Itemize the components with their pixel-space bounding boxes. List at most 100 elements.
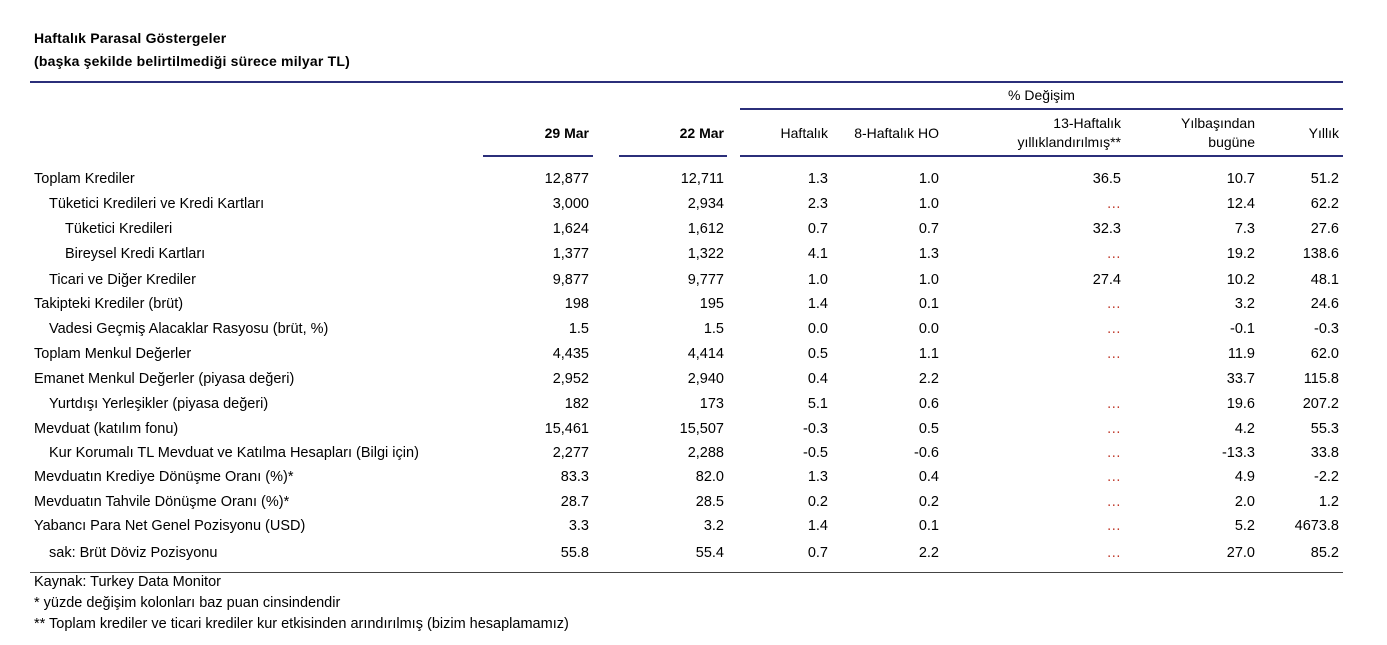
table-row: Tüketici Kredileri 1,624 1,612 0.7 0.7 32.3 7.…: [0, 221, 1387, 245]
cell-13w: …: [1106, 518, 1122, 534]
cell-annual: 62.0: [1310, 346, 1339, 362]
cell-13w: …: [1106, 196, 1122, 212]
cell-22mar: 28.5: [695, 494, 724, 510]
cell-22mar: 15,507: [679, 421, 724, 437]
table-row: Yurtdışı Yerleşikler (piyasa değeri) 182 1…: [0, 396, 1387, 420]
table-row: Ticari ve Diğer Krediler 9,877 9,777 1.0 1.0…: [0, 272, 1387, 296]
table-row: Mevduatın Krediye Dönüşme Oranı (%)* 83.3…: [0, 469, 1387, 493]
table-row: Mevduat (katılım fonu) 15,461 15,507 -0.3 0.…: [0, 421, 1387, 445]
cell-annual: 62.2: [1310, 196, 1339, 212]
row-label: Yabancı Para Net Genel Pozisyonu (USD): [34, 518, 306, 534]
cell-13w: …: [1106, 321, 1122, 337]
cell-8w: 1.0: [918, 171, 939, 187]
row-label: Emanet Menkul Değerler (piyasa değeri): [34, 371, 295, 387]
header-rule-29mar: [483, 155, 593, 157]
cell-29mar: 3,000: [552, 196, 589, 212]
cell-8w: 0.0: [918, 321, 939, 337]
row-label: Takipteki Krediler (brüt): [34, 296, 184, 312]
cell-22mar: 12,711: [680, 171, 724, 187]
row-label: Vadesi Geçmiş Alacaklar Rasyosu (brüt, %…: [49, 321, 329, 337]
cell-weekly: 0.2: [807, 494, 828, 510]
cell-22mar: 82.0: [695, 469, 724, 485]
cell-29mar: 198: [564, 296, 589, 312]
cell-8w: 1.0: [918, 196, 939, 212]
top-rule: [30, 81, 1343, 83]
header-annual: Yıllık: [1308, 125, 1339, 141]
row-label: Tüketici Kredileri ve Kredi Kartları: [49, 196, 265, 212]
cell-annual: 24.6: [1310, 296, 1339, 312]
cell-13w: …: [1106, 396, 1122, 412]
cell-22mar: 173: [699, 396, 724, 412]
cell-22mar: 9,777: [687, 272, 724, 288]
header-8w: 8-Haftalık HO: [854, 125, 939, 141]
footnote-source: Kaynak: Turkey Data Monitor: [34, 574, 221, 590]
cell-13w: 32.3: [1092, 221, 1121, 237]
table-row: Yabancı Para Net Genel Pozisyonu (USD) 3.…: [0, 518, 1387, 542]
table-row: Toplam Krediler 12,877 12,711 1.3 1.0 36.5 10.…: [0, 171, 1387, 195]
table-row: sak: Brüt Döviz Pozisyonu 55.8 55.4 0.7 2.2 ……: [0, 545, 1387, 569]
cell-29mar: 1,377: [552, 246, 589, 262]
row-label: Ticari ve Diğer Krediler: [49, 272, 196, 288]
cell-13w: …: [1106, 346, 1122, 362]
cell-8w: 0.1: [918, 296, 939, 312]
cell-29mar: 12,877: [544, 171, 589, 187]
cell-29mar: 28.7: [560, 494, 589, 510]
row-label: Mevduat (katılım fonu): [34, 421, 179, 437]
cell-29mar: 3.3: [568, 518, 589, 534]
cell-weekly: 0.7: [807, 221, 828, 237]
cell-ytd: 10.7: [1226, 171, 1255, 187]
cell-8w: -0.6: [914, 445, 939, 461]
cell-ytd: 3.2: [1234, 296, 1255, 312]
table-row: Vadesi Geçmiş Alacaklar Rasyosu (brüt, %…: [0, 321, 1387, 345]
cell-weekly: -0.5: [803, 445, 828, 461]
cell-ytd: 5.2: [1234, 518, 1255, 534]
cell-8w: 1.3: [918, 246, 939, 262]
header-22mar: 22 Mar: [679, 125, 724, 141]
cell-8w: 2.2: [918, 371, 939, 387]
cell-weekly: 0.4: [807, 371, 828, 387]
cell-annual: 51.2: [1310, 171, 1339, 187]
header-ytd-line1: Yılbaşından: [1181, 115, 1255, 131]
row-label: Toplam Krediler: [34, 171, 135, 187]
cell-weekly: 1.3: [807, 171, 828, 187]
cell-ytd: 12.4: [1226, 196, 1255, 212]
cell-ytd: 19.2: [1226, 246, 1255, 262]
cell-29mar: 83.3: [560, 469, 589, 485]
table-row: Tüketici Kredileri ve Kredi Kartları 3,00…: [0, 196, 1387, 220]
header-rule-22mar: [619, 155, 727, 157]
cell-annual: 48.1: [1310, 272, 1339, 288]
cell-13w: 27.4: [1092, 272, 1121, 288]
cell-22mar: 55.4: [695, 545, 724, 561]
cell-weekly: 4.1: [807, 246, 828, 262]
cell-weekly: 0.0: [807, 321, 828, 337]
cell-29mar: 1,624: [552, 221, 589, 237]
cell-13w: …: [1106, 494, 1122, 510]
row-label: Kur Korumalı TL Mevduat ve Katılma Hesap…: [49, 445, 419, 461]
cell-8w: 0.5: [918, 421, 939, 437]
cell-29mar: 9,877: [552, 272, 589, 288]
cell-22mar: 2,934: [687, 196, 724, 212]
cell-13w: 36.5: [1092, 171, 1121, 187]
header-13w-line2: yıllıklandırılmış**: [1017, 134, 1121, 150]
header-ytd-line2: bugüne: [1208, 134, 1255, 150]
cell-weekly: 5.1: [807, 396, 828, 412]
cell-29mar: 2,277: [552, 445, 589, 461]
cell-annual: 138.6: [1302, 246, 1339, 262]
cell-ytd: 27.0: [1226, 545, 1255, 561]
table-subtitle: (başka şekilde belirtilmediği sürece mil…: [34, 53, 350, 69]
cell-annual: 115.8: [1303, 371, 1339, 387]
cell-8w: 0.6: [918, 396, 939, 412]
header-29mar: 29 Mar: [544, 125, 589, 141]
cell-8w: 1.0: [918, 272, 939, 288]
cell-22mar: 1,322: [687, 246, 724, 262]
cell-weekly: 1.3: [807, 469, 828, 485]
cell-8w: 0.4: [918, 469, 939, 485]
table-row: Takipteki Krediler (brüt) 198 195 1.4 0.1 … 3.…: [0, 296, 1387, 320]
cell-29mar: 2,952: [552, 371, 589, 387]
cell-annual: 1.2: [1318, 494, 1339, 510]
cell-13w: …: [1106, 545, 1122, 561]
cell-ytd: 11.9: [1227, 346, 1255, 362]
cell-29mar: 15,461: [544, 421, 589, 437]
cell-weekly: 1.4: [807, 296, 828, 312]
table-row: Kur Korumalı TL Mevduat ve Katılma Hesap…: [0, 445, 1387, 469]
